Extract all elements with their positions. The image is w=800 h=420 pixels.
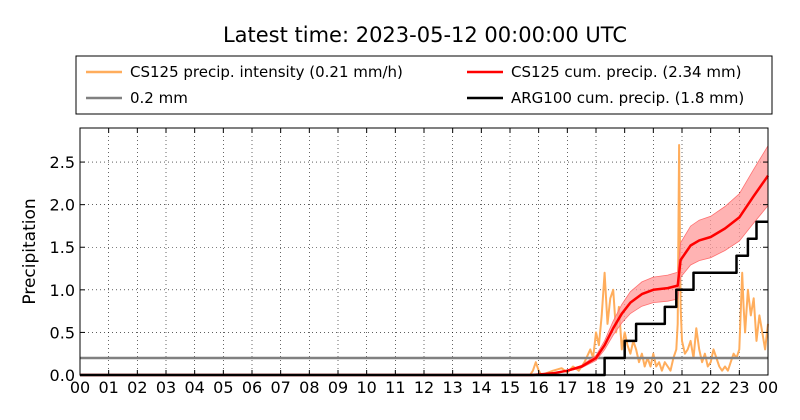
legend-entry: 0.2 mm: [130, 89, 188, 107]
x-tick-label: 05: [213, 378, 233, 397]
x-tick-label: 21: [672, 378, 692, 397]
x-tick-label: 12: [414, 378, 434, 397]
y-axis-label: Precipitation: [20, 198, 40, 304]
x-tick-label: 03: [156, 378, 176, 397]
gridlines: [80, 128, 768, 375]
x-tick-label: 20: [643, 378, 663, 397]
plot-frame: [79, 127, 769, 376]
y-tick-label: 0.0: [50, 366, 75, 385]
x-tick-label: 14: [471, 378, 491, 397]
legend-entry: CS125 cum. precip. (2.34 mm): [511, 63, 741, 81]
chart-title: Latest time: 2023-05-12 00:00:00 UTC: [223, 23, 627, 47]
y-tick-label: 2.0: [50, 196, 75, 215]
series-line-cs125-precip-intensity: [80, 144, 769, 376]
plot-area: 00 01 02 03 04 05 06 07 08 09 10 11 12 13 14 15 16 17 18 19…: [50, 127, 778, 397]
x-tick-label: 17: [557, 378, 577, 397]
x-tick-label: 08: [299, 378, 319, 397]
x-tick-label: 02: [127, 378, 147, 397]
x-tick-label: 00: [758, 378, 778, 397]
y-tick-label: 1.0: [50, 281, 75, 300]
series-line-arg100-cum-precip: [80, 220, 768, 377]
legend: CS125 precip. intensity (0.21 mm/h) 0.2 m…: [75, 55, 773, 115]
x-tick-label: 22: [700, 378, 720, 397]
x-tick-label: 15: [500, 378, 520, 397]
x-axis: 00 01 02 03 04 05 06 07 08 09 10 11 12 13 14 15 16 17 18 19…: [70, 128, 778, 397]
x-tick-label: 04: [184, 378, 204, 397]
series-line-cs125-cum-precip: [80, 174, 770, 377]
x-tick-label: 00: [70, 378, 90, 397]
x-tick-label: 07: [270, 378, 290, 397]
x-tick-label: 23: [729, 378, 749, 397]
legend-entry: ARG100 cum. precip. (1.8 mm): [511, 89, 744, 107]
x-tick-label: 19: [614, 378, 634, 397]
x-tick-label: 01: [98, 378, 118, 397]
x-tick-label: 06: [242, 378, 262, 397]
x-tick-label: 18: [586, 378, 606, 397]
legend-entry: CS125 precip. intensity (0.21 mm/h): [130, 63, 403, 81]
x-tick-label: 09: [328, 378, 348, 397]
x-tick-label: 10: [356, 378, 376, 397]
x-tick-label: 16: [528, 378, 548, 397]
legend-box: [75, 55, 773, 115]
x-tick-label: 11: [385, 378, 405, 397]
y-tick-label: 2.5: [50, 153, 75, 172]
x-tick-label: 13: [442, 378, 462, 397]
y-axis: 0.0 0.5 1.0 1.5 2.0 2.5: [50, 153, 768, 385]
y-tick-label: 0.5: [50, 323, 75, 342]
y-tick-label: 1.5: [50, 238, 75, 257]
